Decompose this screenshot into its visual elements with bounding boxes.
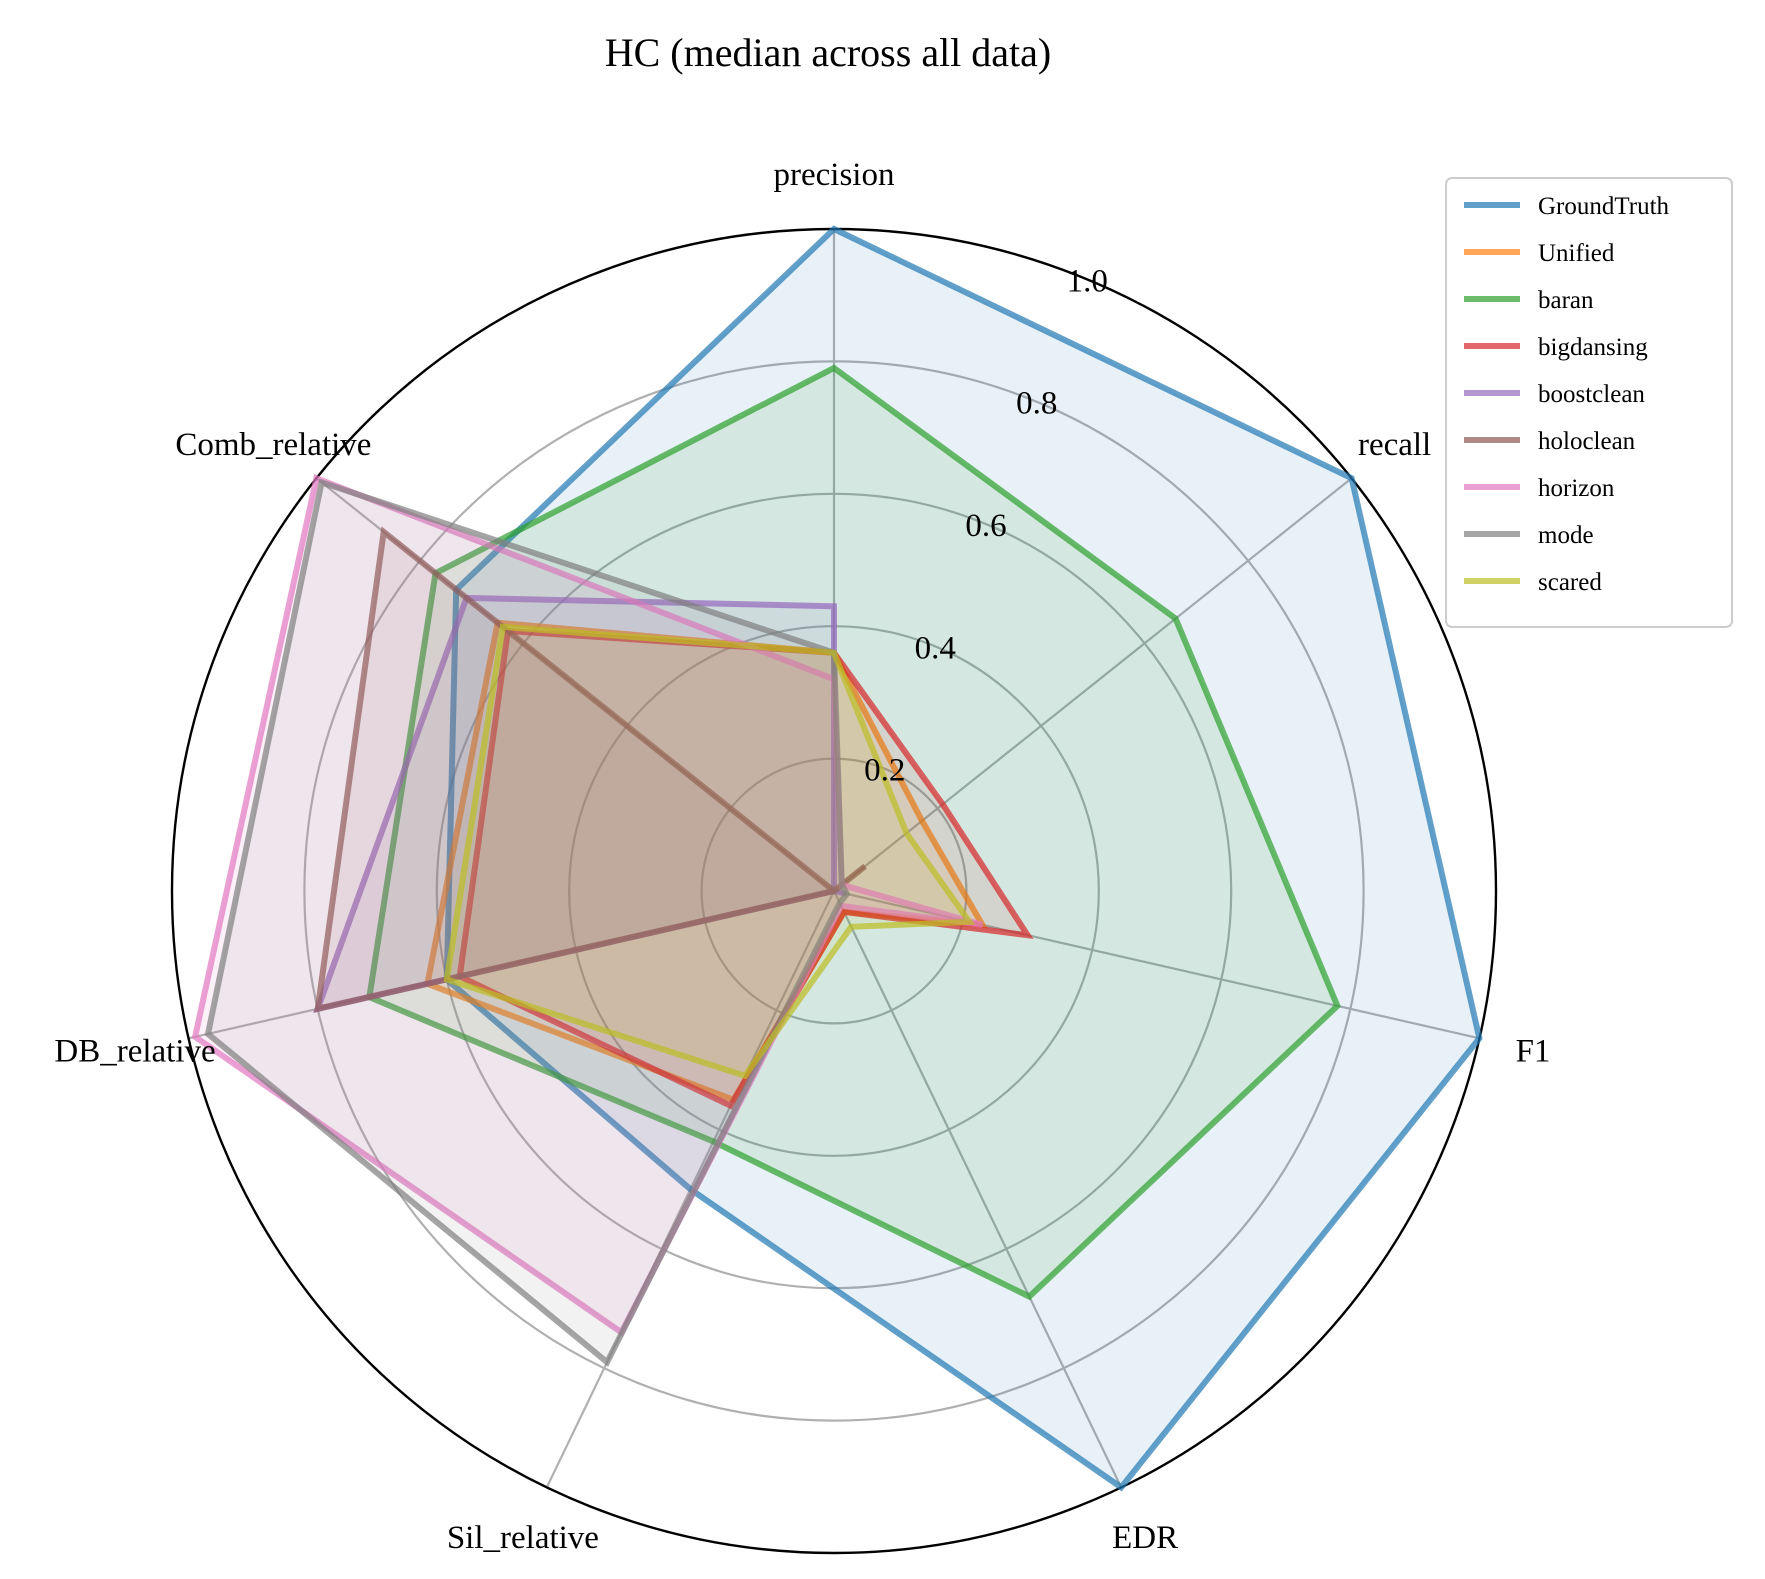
legend-label-holoclean: holoclean	[1538, 428, 1636, 455]
legend-item-baran: baran	[1464, 287, 1594, 314]
series-fill-Unified	[427, 622, 983, 1100]
tick-label-4: 1.0	[1067, 263, 1108, 299]
series-line-scared	[443, 623, 976, 1080]
series-fill-scared	[446, 626, 970, 1076]
tick-label-1: 0.4	[915, 630, 956, 666]
legend-box	[1445, 177, 1733, 628]
tick-label-3: 0.8	[1016, 386, 1057, 422]
axis-label-DB_relative: DB_relative	[54, 1034, 215, 1070]
legend-label-bigdansing: bigdansing	[1538, 334, 1648, 361]
series-mode	[204, 478, 851, 1367]
series-scared	[443, 623, 976, 1080]
series-fill-boostclean	[317, 597, 847, 1009]
axis-label-precision: precision	[774, 157, 895, 193]
legend-item-horizon: horizon	[1464, 475, 1615, 502]
radial-tick-labels: 0.2 0.4 0.6 0.8 1.0	[864, 263, 1108, 788]
legend-item-bigdansing: bigdansing	[1464, 334, 1648, 361]
tick-label-2: 0.6	[965, 508, 1006, 544]
legend: GroundTruth Unified baran bigdansing boostcl…	[1445, 177, 1733, 628]
axis-label-EDR: EDR	[1112, 1520, 1178, 1556]
legend-item-scared: scared	[1464, 569, 1602, 596]
chart-title: HC (median across all data)	[605, 30, 1052, 75]
series-fill-bigdansing	[459, 631, 1028, 1106]
series-fill-mode	[208, 482, 847, 1363]
legend-item-holoclean: holoclean	[1464, 428, 1636, 455]
axis-label-recall: recall	[1358, 427, 1431, 463]
series-line-baran	[365, 364, 1341, 1301]
legend-item-GroundTruth: GroundTruth	[1464, 193, 1670, 220]
legend-label-boostclean: boostclean	[1538, 381, 1645, 408]
axis-label-F1: F1	[1516, 1034, 1551, 1070]
series-fill-holoclean	[317, 531, 866, 1009]
radar-series	[191, 225, 1483, 1492]
axis-labels: precision recall F1 EDR Sil_relative DB_relat…	[54, 157, 1550, 1556]
legend-label-horizon: horizon	[1538, 475, 1615, 502]
legend-label-mode: mode	[1538, 522, 1594, 549]
legend-item-Unified: Unified	[1464, 240, 1615, 267]
axis-label-Sil_relative: Sil_relative	[447, 1520, 599, 1556]
legend-label-scared: scared	[1538, 569, 1602, 596]
tick-label-0: 0.2	[864, 753, 905, 789]
series-fill-horizon	[195, 478, 983, 1333]
series-line-holoclean	[314, 526, 867, 1013]
legend-label-Unified: Unified	[1538, 240, 1615, 267]
series-line-mode	[204, 478, 851, 1367]
axis-label-Comb_relative: Comb_relative	[175, 427, 371, 463]
legend-label-baran: baran	[1538, 287, 1594, 314]
legend-item-boostclean: boostclean	[1464, 381, 1645, 408]
series-holoclean	[314, 526, 867, 1013]
legend-label-GroundTruth: GroundTruth	[1538, 193, 1670, 220]
spoke-EDR	[833, 890, 1123, 1488]
legend-item-mode: mode	[1464, 522, 1594, 549]
series-line-GroundTruth	[443, 225, 1483, 1492]
